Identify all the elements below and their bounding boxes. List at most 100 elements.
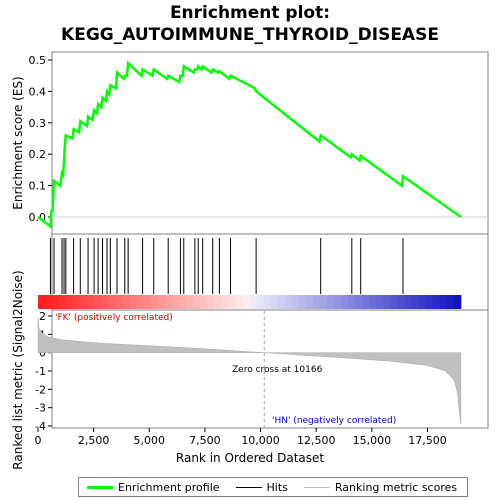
chart-title: Enrichment plot: KEGG_AUTOIMMUNE_THYROID… bbox=[0, 2, 500, 46]
heat-segment bbox=[270, 295, 279, 309]
es-panel bbox=[51, 51, 489, 235]
heat-segment bbox=[326, 295, 335, 309]
ranking-panel bbox=[51, 309, 489, 429]
heat-segment bbox=[411, 295, 420, 309]
es-y-tick-label: 0.2 bbox=[29, 148, 47, 161]
title-line-2: KEGG_AUTOIMMUNE_THYROID_DISEASE bbox=[61, 25, 439, 45]
heat-segment bbox=[214, 295, 222, 309]
heat-segment bbox=[298, 295, 307, 309]
heat-segment bbox=[319, 295, 328, 309]
heat-segment bbox=[425, 295, 434, 309]
heat-segment bbox=[418, 295, 427, 309]
heat-segment bbox=[164, 295, 173, 309]
heat-segment bbox=[115, 295, 124, 309]
heat-segment bbox=[136, 295, 145, 309]
heat-segment bbox=[200, 295, 208, 309]
positive-label: 'FK' (positively correlated) bbox=[55, 313, 173, 323]
heat-segment bbox=[277, 295, 286, 309]
es-y-axis-label: Enrichment score (ES) bbox=[11, 76, 25, 209]
heat-segment bbox=[108, 295, 117, 309]
x-axis-label: Rank in Ordered Dataset bbox=[176, 451, 324, 465]
x-tick-label: 7,500 bbox=[189, 434, 221, 447]
title-line-1: Enrichment plot: bbox=[169, 3, 331, 23]
heat-segment bbox=[52, 295, 60, 309]
es-y-tick-label: 0.3 bbox=[29, 117, 47, 130]
ranking-y-tick-label: 0 bbox=[39, 347, 46, 360]
legend: Enrichment profile Hits Ranking metric s… bbox=[78, 477, 468, 497]
heat-segment bbox=[291, 295, 300, 309]
legend-enrichment-swatch bbox=[87, 485, 113, 489]
heat-segment bbox=[348, 295, 356, 309]
x-tick-label: 17,500 bbox=[408, 434, 447, 447]
heat-segment bbox=[369, 295, 377, 309]
ranking-y-tick-label: -1 bbox=[35, 365, 46, 378]
x-tick-label: 10,000 bbox=[241, 434, 280, 447]
ranking-y-tick-label: 2 bbox=[39, 310, 46, 323]
heat-segment bbox=[263, 295, 272, 309]
ranking-y-axis-label: Ranked list metric (Signal2Noise) bbox=[11, 270, 25, 469]
heat-segment bbox=[446, 295, 455, 309]
heat-segment bbox=[101, 295, 109, 309]
heat-segment bbox=[228, 295, 236, 309]
heat-segment bbox=[122, 295, 131, 309]
heat-segment bbox=[235, 295, 243, 309]
heat-segment bbox=[334, 295, 342, 309]
heat-segment bbox=[45, 295, 53, 309]
heat-segment bbox=[38, 295, 46, 309]
legend-ranking: Ranking metric scores bbox=[303, 480, 458, 494]
heat-segment bbox=[94, 295, 102, 309]
heat-segment bbox=[171, 295, 180, 309]
heat-segment bbox=[383, 295, 391, 309]
heat-segment bbox=[376, 295, 384, 309]
heat-segment bbox=[355, 295, 363, 309]
heat-segment bbox=[256, 295, 265, 309]
heat-segment bbox=[305, 295, 314, 309]
heat-segment bbox=[193, 295, 201, 309]
heat-segment bbox=[221, 295, 229, 309]
enrichment-line bbox=[37, 60, 462, 229]
ranking-x-axis: 0 2,500 5,000 7,500 10,000 12,500 15,000 17,500 bbox=[35, 428, 447, 447]
heat-segment bbox=[150, 295, 159, 309]
legend-hits: Hits bbox=[235, 480, 288, 494]
x-tick-label: 5,000 bbox=[134, 434, 166, 447]
heat-segment bbox=[73, 295, 81, 309]
heat-segment bbox=[242, 295, 250, 309]
legend-hits-swatch bbox=[235, 486, 262, 488]
heat-segment bbox=[129, 295, 138, 309]
es-y-tick-label: 0.4 bbox=[29, 85, 47, 98]
x-tick-label: 12,500 bbox=[297, 434, 336, 447]
x-tick-label: 15,000 bbox=[353, 434, 392, 447]
es-y-tick-label: 0.1 bbox=[29, 180, 47, 193]
heat-segment bbox=[341, 295, 349, 309]
ranking-heat-bar bbox=[38, 295, 462, 309]
x-tick-label: 0 bbox=[35, 434, 42, 447]
legend-hits-label: Hits bbox=[266, 480, 288, 494]
heat-segment bbox=[397, 295, 405, 309]
heat-segment bbox=[66, 295, 74, 309]
es-y-tick-label: 0.5 bbox=[29, 54, 47, 67]
heat-segment bbox=[404, 295, 413, 309]
negative-label: 'HN' (negatively correlated) bbox=[272, 416, 396, 426]
heat-segment bbox=[207, 295, 215, 309]
heat-segment bbox=[157, 295, 166, 309]
heat-segment bbox=[453, 295, 462, 309]
heat-segment bbox=[362, 295, 370, 309]
ranking-y-axis: 210-1-2-3-4 bbox=[35, 310, 52, 433]
ranking-y-tick-label: -4 bbox=[35, 420, 46, 433]
x-tick-label: 2,500 bbox=[78, 434, 110, 447]
ranking-area bbox=[37, 317, 462, 425]
ranking-y-tick-label: -2 bbox=[35, 383, 46, 396]
hit-lines bbox=[49, 238, 404, 294]
legend-enrichment-label: Enrichment profile bbox=[118, 480, 220, 494]
heat-segment bbox=[312, 295, 321, 309]
heat-segment bbox=[390, 295, 398, 309]
heat-segment bbox=[59, 295, 67, 309]
legend-ranking-label: Ranking metric scores bbox=[334, 480, 458, 494]
zero-cross-label: Zero cross at 10166 bbox=[232, 365, 323, 375]
heat-segment bbox=[284, 295, 293, 309]
heat-segment bbox=[186, 295, 194, 309]
heat-segment bbox=[80, 295, 88, 309]
heat-segment bbox=[439, 295, 448, 309]
es-y-axis: 0.00.10.20.30.40.5 bbox=[29, 54, 52, 224]
legend-enrichment: Enrichment profile bbox=[87, 481, 220, 494]
